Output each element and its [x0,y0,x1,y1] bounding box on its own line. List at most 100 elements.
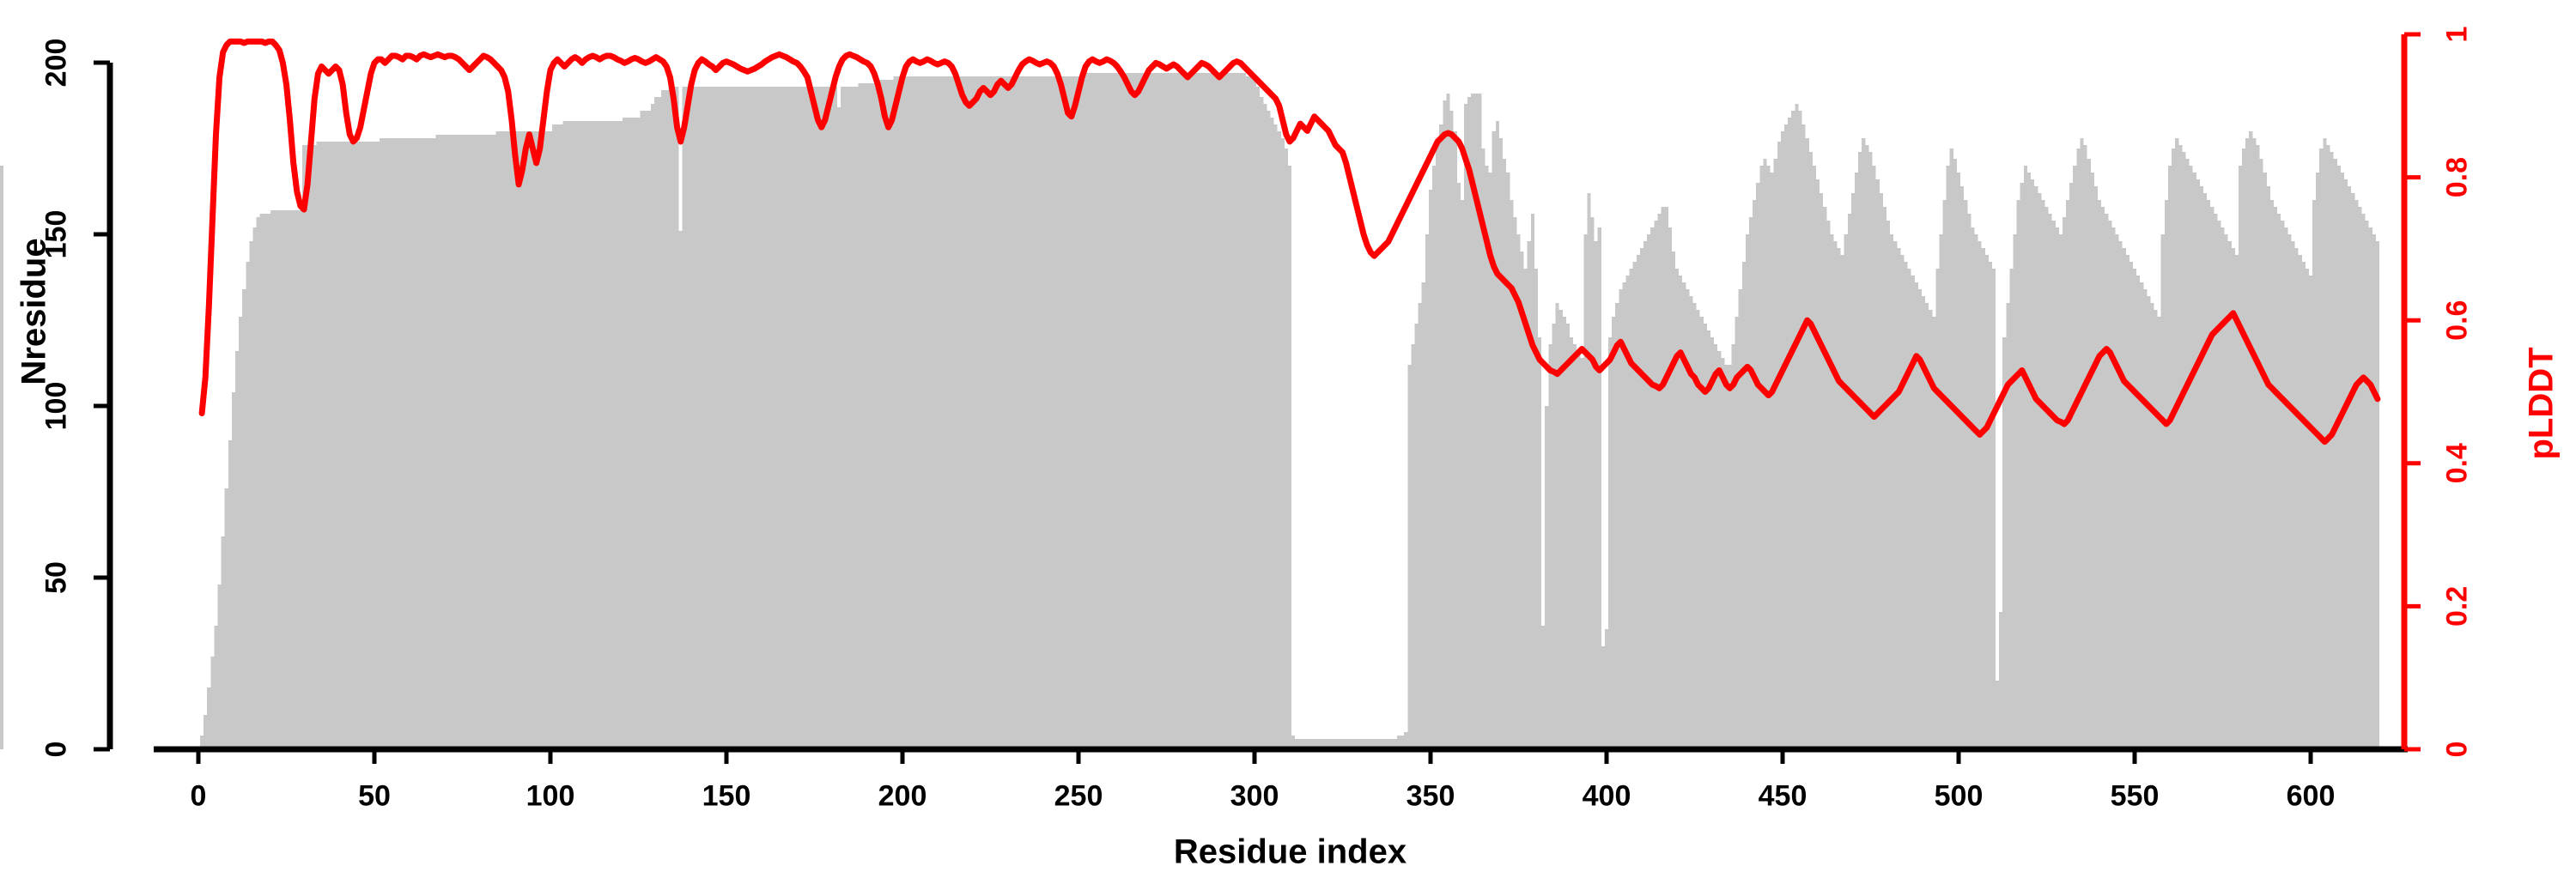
bar-nresidue [1157,73,1162,749]
bar-nresidue [2252,138,2257,749]
bar-nresidue [214,626,218,749]
plddt-line [198,38,2381,445]
bar-nresidue [1879,193,1883,749]
bar-nresidue [700,87,704,749]
bar-nresidue [1168,73,1172,749]
bar-nresidue [1066,76,1070,749]
bar-nresidue [386,138,391,749]
bar-nresidue [763,87,768,749]
bar-nresidue [538,131,542,749]
bar-nresidue [805,87,810,749]
bar-nresidue [883,80,887,749]
bar-nresidue [1463,104,1468,749]
bar-nresidue [1735,317,1739,749]
y-axis-title: Nresidue [15,238,53,385]
bar-nresidue [1974,234,1978,749]
bar-nresidue [1030,76,1035,749]
bar-nresidue [732,87,736,749]
bar-nresidue [2087,159,2091,749]
bar-nresidue [728,87,732,749]
bar-nresidue [1999,612,2003,749]
bar-nresidue [1731,344,1735,749]
bar-nresidue [2093,186,2098,749]
bar-nresidue [351,142,355,749]
bar-nresidue [1302,739,1306,749]
bar-nresidue [266,214,271,749]
bar-nresidue [316,142,320,749]
bar-nresidue [263,214,267,749]
bar-nresidue [1143,73,1147,749]
bar-nresidue [1097,73,1102,749]
bar-nresidue [611,121,616,749]
bar-nresidue [1991,269,1996,749]
bar-nresidue [658,97,662,749]
bar-nresidue [583,121,588,749]
bar-nresidue [1753,200,1757,749]
bar-nresidue [1411,344,1415,749]
bar-nresidue [1404,732,1408,749]
bar-nresidue [1002,76,1006,749]
bar-nresidue [1256,87,1261,749]
bar-nresidue [2266,186,2270,749]
bar-nresidue [1714,344,1718,749]
bar-nresidue [1161,73,1165,749]
bar-nresidue [978,76,982,749]
bar-nresidue [1273,124,1278,749]
bar-nresidue [1988,262,1992,749]
bar-nresidue [1686,289,1690,749]
bar-nresidue [1358,739,1363,749]
bar-nresidue [400,138,404,749]
bar-nresidue [418,138,422,749]
bar-nresidue [422,138,426,749]
bar-nresidue [759,87,764,749]
bar-nresidue [2048,214,2052,749]
bar-nresidue [2051,221,2056,749]
bar-nresidue [580,121,584,749]
bar-nresidue [453,135,458,749]
bar-nresidue [1548,344,1552,749]
bar-series-nresidue [0,73,2379,749]
bar-nresidue [1221,73,1225,749]
bar-nresidue [1382,739,1387,749]
bar-nresidue [809,87,813,749]
bar-nresidue [1362,739,1366,749]
bar-nresidue [594,121,598,749]
bar-nresidue [1538,337,1542,749]
bar-nresidue [2031,179,2035,749]
bar-nresidue [777,87,781,749]
bar-nresidue [1696,310,1700,749]
bar-nresidue [1904,262,1908,749]
bar-nresidue [2076,148,2081,749]
bar-nresidue [1013,76,1018,749]
bar-nresidue [967,76,971,749]
bar-nresidue [1805,138,1809,749]
bar-nresidue [1055,76,1060,749]
bar-nresidue [319,142,324,749]
bar-nresidue [724,87,729,749]
bar-nresidue [2238,166,2243,749]
bar-nresidue [682,87,686,749]
bar-nresidue [1795,104,1799,749]
bar-nresidue [932,76,936,749]
bar-nresidue [939,76,944,749]
bar-nresidue [425,138,429,749]
bar-nresidue [2192,173,2196,749]
bar-nresidue [404,138,408,749]
bar-nresidue [2319,148,2324,749]
bar-nresidue [1432,166,1437,749]
bar-nresidue [1034,76,1038,749]
bar-nresidue [1436,145,1440,749]
bar-nresidue [1558,310,1563,749]
bar-nresidue [288,210,292,749]
bar-nresidue [784,87,788,749]
bar-nresidue [1569,337,1574,749]
bar-nresidue [890,80,894,749]
bar-nresidue [1133,73,1137,749]
bar-nresidue [1808,152,1813,749]
x-tick-label: 200 [878,779,927,813]
bar-nresidue [2016,200,2020,749]
bar-nresidue [1601,646,1605,749]
bar-nresidue [1062,76,1066,749]
bar-nresidue [1844,234,1848,749]
